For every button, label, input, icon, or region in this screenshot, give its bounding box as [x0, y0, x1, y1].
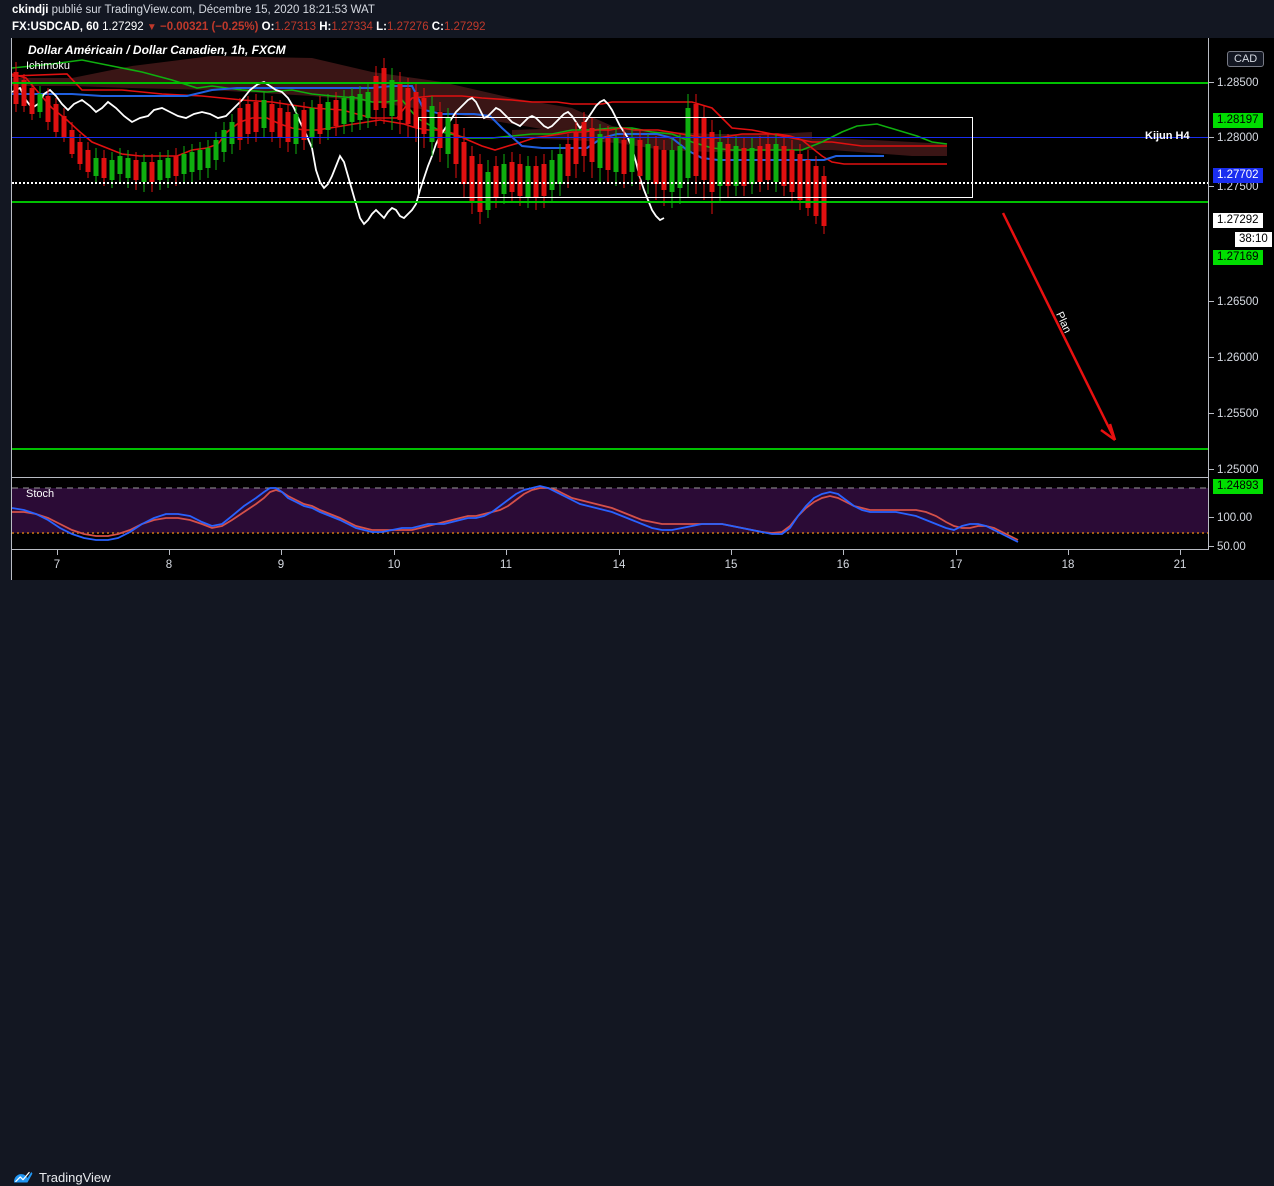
stoch-k-line	[12, 485, 1019, 543]
plan-arrow-annotation[interactable]	[1001, 212, 1117, 442]
time-tick-label: 11	[500, 559, 512, 571]
ichimoku-cloud-fill-2	[512, 128, 812, 148]
tenkan-sen-line	[12, 73, 947, 165]
publisher-line: ckindji publié sur TradingView.com, Déce…	[12, 4, 375, 16]
price-label-1-28197[interactable]: 1.28197	[1213, 113, 1263, 128]
senkou-span-a-line	[12, 59, 948, 151]
time-mark	[57, 550, 58, 555]
last-price-dotted-line	[12, 182, 1209, 184]
time-mark	[506, 550, 507, 555]
stoch-20-80-band	[12, 488, 1209, 533]
close-label: C:	[431, 21, 444, 33]
time-mark	[956, 550, 957, 555]
support-level-1-27169[interactable]	[12, 201, 1209, 203]
kijun-h4-label: Kijun H4	[1145, 130, 1190, 142]
consolidation-range-box[interactable]	[418, 117, 973, 198]
time-tick-label: 9	[277, 559, 285, 571]
bar-countdown-label: 38:10	[1235, 232, 1272, 247]
publisher-name: ckindji	[12, 4, 49, 16]
time-mark	[619, 550, 620, 555]
symbol-label[interactable]: FX:USDCAD, 60	[12, 21, 99, 33]
open-value: 1.27313	[274, 21, 317, 33]
stoch-tick: 100.00	[1209, 512, 1252, 524]
target-level-1-24893[interactable]	[12, 448, 1209, 450]
price-change: −0.00321 (−0.25%)	[160, 21, 259, 33]
tradingview-brand-label: TradingView	[39, 1170, 111, 1185]
candlestick-series	[13, 58, 827, 234]
price-series-svg	[12, 56, 1117, 442]
chart-symbol-title: Dollar Américain / Dollar Canadien, 1h, …	[28, 43, 286, 57]
plot-right-border	[1208, 38, 1209, 580]
time-mark	[1068, 550, 1069, 555]
time-tick-label: 7	[53, 559, 61, 571]
publisher-meta: publié sur TradingView.com, Décembre 15,…	[51, 4, 375, 16]
time-mark	[281, 550, 282, 555]
high-value: 1.27334	[331, 21, 373, 33]
stochastic-panel[interactable]: Stoch	[12, 478, 1209, 549]
time-axis[interactable]: 7 8 9 10 11 14 15 16 17 18 21	[12, 550, 1274, 580]
time-tick-label: 21	[1173, 559, 1187, 571]
price-label-last-1-27292[interactable]: 1.27292	[1213, 213, 1263, 228]
price-tick: 1.26500	[1209, 296, 1259, 308]
price-tick: 1.27500	[1209, 181, 1259, 193]
price-label-1-24893[interactable]: 1.24893	[1213, 479, 1263, 494]
currency-badge[interactable]: CAD	[1227, 51, 1265, 67]
tradingview-logo-icon[interactable]	[13, 1169, 33, 1186]
high-label: H:	[319, 21, 332, 33]
time-tick-label: 16	[836, 559, 850, 571]
time-mark	[731, 550, 732, 555]
price-scale[interactable]: 1.28500 1.28000 1.27500 1.26500 1.26000 …	[1209, 38, 1274, 583]
time-mark	[843, 550, 844, 555]
ichimoku-indicator-label[interactable]: Ichimoku	[26, 60, 71, 72]
time-mark	[169, 550, 170, 555]
kijun-sen-line	[12, 85, 884, 161]
time-tick-label: 14	[612, 559, 626, 571]
time-tick-label: 18	[1061, 559, 1075, 571]
time-tick-label: 17	[949, 559, 963, 571]
footer-bar: TradingView	[0, 580, 1274, 1185]
price-tick: 1.25500	[1209, 408, 1259, 420]
stoch-indicator-label[interactable]: Stoch	[26, 488, 55, 500]
close-value: 1.27292	[443, 21, 486, 33]
time-tick-label: 10	[387, 559, 401, 571]
time-tick-label: 8	[165, 559, 173, 571]
plot-bottom-border	[11, 549, 1274, 550]
panel-separator	[11, 477, 1274, 478]
time-mark	[1180, 550, 1181, 555]
resistance-level-1-28197[interactable]	[12, 82, 1209, 84]
price-tick: 1.28500	[1209, 77, 1259, 89]
time-tick-label: 15	[724, 559, 738, 571]
time-mark	[394, 550, 395, 555]
stochastic-series-svg	[12, 485, 1209, 543]
low-label: L:	[376, 21, 388, 33]
chikou-span-line	[12, 81, 665, 226]
price-tick: 1.25000	[1209, 464, 1259, 476]
price-tick: 1.28000	[1209, 132, 1259, 144]
open-label: O:	[261, 21, 275, 33]
chart-header: ckindji publié sur TradingView.com, Déce…	[0, 0, 1274, 38]
low-value: 1.27276	[387, 21, 429, 33]
price-label-kijun-1-27702[interactable]: 1.27702	[1213, 168, 1263, 183]
kijun-h4-level-line[interactable]	[12, 137, 1209, 138]
last-price: 1.27292	[102, 21, 144, 33]
stoch-d-line	[12, 487, 1019, 541]
ichimoku-cloud-fill	[12, 56, 947, 156]
price-label-1-27169[interactable]: 1.27169	[1213, 250, 1263, 265]
quote-line: FX:USDCAD, 60 1.27292 ▼ −0.00321 (−0.25%…	[12, 21, 486, 33]
down-arrow-icon: ▼	[146, 22, 157, 33]
plot-left-border	[11, 38, 12, 580]
price-tick: 1.26000	[1209, 352, 1259, 364]
price-chart-panel[interactable]: Dollar Américain / Dollar Canadien, 1h, …	[12, 38, 1209, 550]
